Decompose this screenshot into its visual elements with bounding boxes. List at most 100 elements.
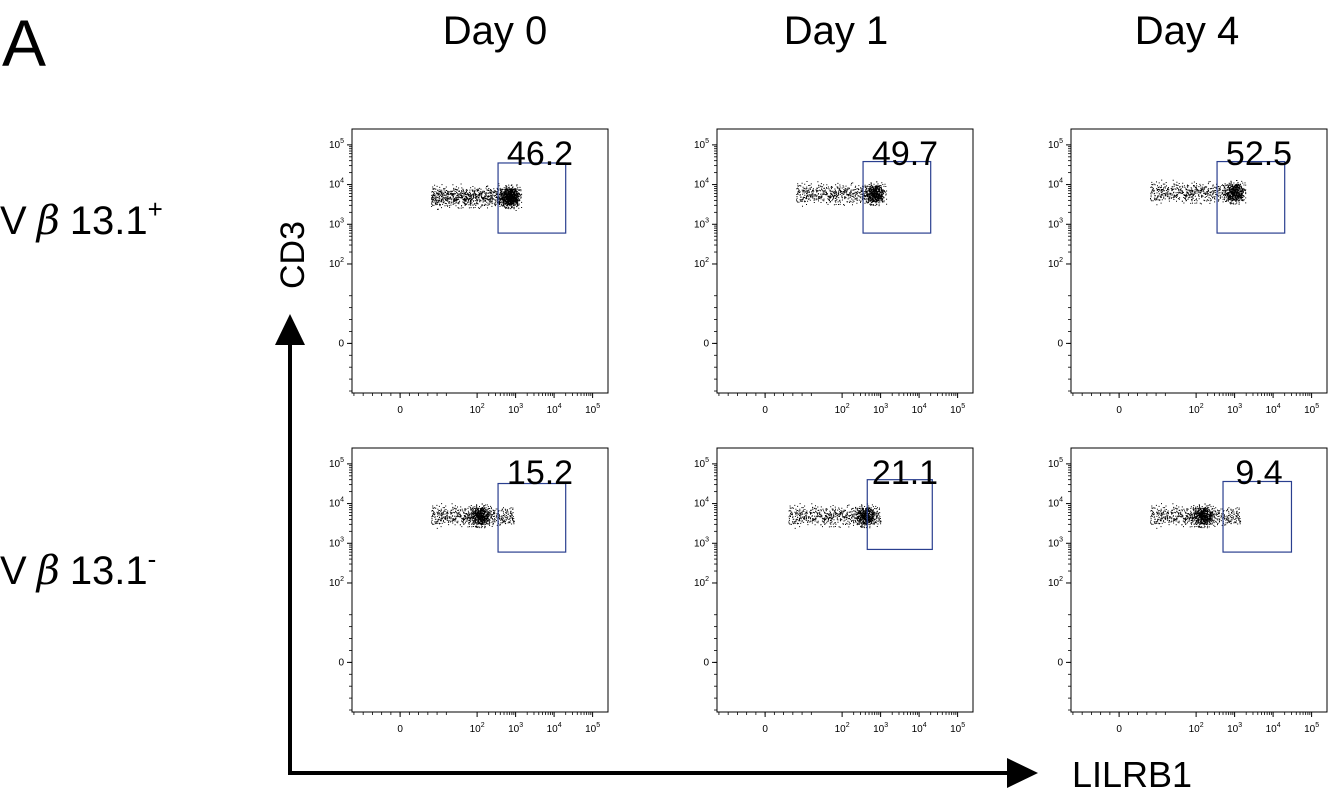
plot-grid: 46.2 105 104 103 102 0 0 102 103 104 105 49.7 105 104…	[329, 128, 1328, 735]
x-tick-label: 102	[1189, 722, 1204, 735]
event-dots	[431, 503, 515, 529]
x-tick-label: 104	[547, 403, 562, 416]
y-tick-label: 104	[694, 497, 709, 510]
column-header-day-1: Day 1	[784, 9, 889, 53]
gate-rectangle	[497, 482, 567, 553]
x-tick-label: 0	[762, 724, 768, 735]
x-tick-label: 105	[950, 722, 965, 735]
y-tick-label: 102	[1048, 257, 1063, 270]
y-tick-label: 105	[694, 457, 709, 470]
y-tick-label: 103	[694, 217, 709, 230]
x-tick-label: 104	[912, 722, 927, 735]
event-dots	[1150, 179, 1247, 206]
gate-percent-label: 15.2	[507, 454, 573, 492]
event-dots	[796, 181, 888, 207]
x-tick-label: 103	[873, 403, 888, 416]
x-tick-label: 102	[1189, 403, 1204, 416]
y-tick-label: 104	[329, 178, 344, 191]
x-tick-label: 105	[1304, 722, 1319, 735]
x-tick-label: 105	[585, 722, 600, 735]
x-tick-label: 102	[835, 403, 850, 416]
x-tick-label: 0	[762, 405, 768, 416]
axis-arrows	[275, 314, 1038, 788]
event-dot-cloud	[796, 181, 888, 207]
gate-percent-label: 52.5	[1226, 135, 1292, 173]
column-header-day-4: Day 4	[1135, 9, 1240, 53]
event-dot-cloud	[431, 503, 515, 529]
y-tick-label: 0	[338, 657, 344, 668]
event-dot-cloud	[1150, 179, 1247, 206]
plot-frame	[1070, 447, 1328, 713]
dot-plot-r1-c2: 9.4 105 104 103 102 0 0 102 103 104 105	[1048, 447, 1328, 735]
x-tick-label: 102	[470, 403, 485, 416]
gate-percent-label: 46.2	[507, 135, 573, 173]
y-tick-label: 0	[338, 338, 344, 349]
y-tick-label: 104	[329, 497, 344, 510]
gate-rectangle	[866, 479, 933, 551]
y-tick-label: 102	[329, 576, 344, 589]
y-tick-label: 103	[1048, 536, 1063, 549]
y-tick-label: 104	[694, 178, 709, 191]
event-dot-cloud	[1150, 503, 1242, 529]
x-tick-label: 104	[912, 403, 927, 416]
y-tick-label: 103	[329, 536, 344, 549]
y-tick-label: 0	[703, 338, 709, 349]
dot-plot-r1-c0: 15.2 105 104 103 102 0 0 102 103 104 105	[329, 447, 609, 735]
column-header-day-0: Day 0	[443, 9, 548, 53]
event-dot-cloud	[431, 183, 523, 211]
x-tick-label: 0	[397, 724, 403, 735]
dot-plot-r0-c2: 52.5 105 104 103 102 0 0 102 103 104 105	[1048, 128, 1328, 416]
x-tick-label: 104	[1266, 403, 1281, 416]
x-tick-label: 102	[835, 722, 850, 735]
y-tick-label: 102	[694, 257, 709, 270]
y-tick-label: 105	[1048, 138, 1063, 151]
x-tick-label: 103	[1227, 403, 1242, 416]
event-dots	[431, 183, 523, 211]
x-tick-label: 105	[585, 403, 600, 416]
y-tick-label: 0	[703, 657, 709, 668]
gate-rectangle	[1216, 160, 1286, 234]
gate-percent-label: 49.7	[872, 135, 938, 173]
event-dots	[1150, 503, 1242, 529]
column-headers: Day 0 Day 1 Day 4	[443, 9, 1240, 53]
panel-label: A	[2, 6, 46, 80]
gate-rectangle	[497, 162, 567, 234]
x-tick-label: 105	[950, 403, 965, 416]
x-tick-label: 0	[397, 405, 403, 416]
y-tick-label: 102	[694, 576, 709, 589]
y-tick-label: 102	[1048, 576, 1063, 589]
y-tick-label: 105	[329, 138, 344, 151]
event-dot-cloud	[788, 503, 882, 529]
x-tick-label: 0	[1116, 724, 1122, 735]
x-axis-arrow-head	[1007, 758, 1038, 788]
x-tick-label: 104	[1266, 722, 1281, 735]
y-axis-label: CD3	[274, 221, 312, 289]
gate-rectangle	[862, 160, 932, 234]
y-tick-label: 103	[694, 536, 709, 549]
x-tick-label: 0	[1116, 405, 1122, 416]
y-tick-label: 105	[329, 457, 344, 470]
gate-percent-label: 9.4	[1235, 454, 1282, 492]
dot-plot-r0-c0: 46.2 105 104 103 102 0 0 102 103 104 105	[329, 128, 609, 416]
plot-frame	[716, 447, 974, 713]
y-tick-label: 0	[1057, 338, 1063, 349]
x-tick-label: 104	[547, 722, 562, 735]
y-tick-label: 105	[1048, 457, 1063, 470]
y-tick-label: 0	[1057, 657, 1063, 668]
x-tick-label: 105	[1304, 403, 1319, 416]
x-tick-label: 103	[1227, 722, 1242, 735]
x-tick-label: 103	[508, 403, 523, 416]
gate-rectangle	[1222, 480, 1293, 553]
gate-percent-label: 21.1	[872, 454, 938, 492]
dot-plot-r0-c1: 49.7 105 104 103 102 0 0 102 103 104 105	[694, 128, 974, 416]
x-tick-label: 102	[470, 722, 485, 735]
event-dots	[788, 503, 882, 529]
y-tick-label: 104	[1048, 497, 1063, 510]
y-tick-label: 103	[1048, 217, 1063, 230]
y-tick-label: 105	[694, 138, 709, 151]
x-tick-label: 103	[873, 722, 888, 735]
